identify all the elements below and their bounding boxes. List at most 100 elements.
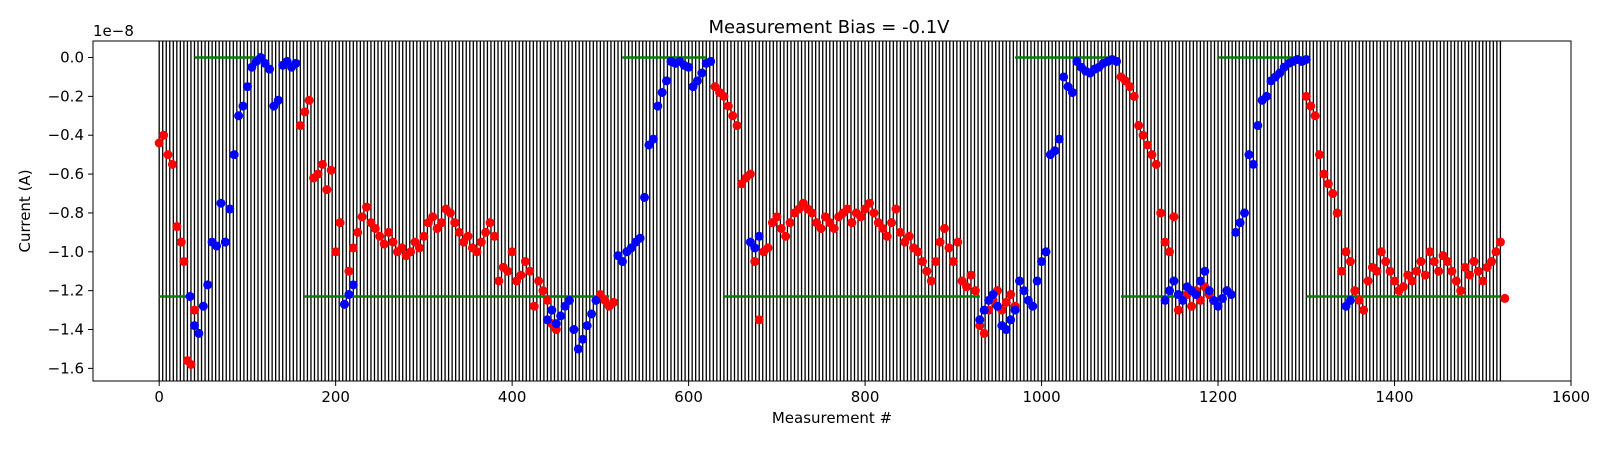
blue-point-118	[1253, 121, 1263, 131]
red-point-97	[816, 223, 826, 233]
red-point-89	[781, 231, 791, 241]
red-point-35	[406, 247, 416, 257]
blue-point-26	[344, 290, 354, 300]
red-point-126	[944, 243, 954, 253]
blue-point-112	[1226, 290, 1236, 300]
red-point-127	[948, 257, 958, 267]
red-point-186	[1398, 282, 1408, 292]
y-tick-label-3: −0.6	[48, 165, 84, 183]
red-point-29	[379, 239, 389, 249]
red-point-146	[1134, 121, 1144, 131]
red-point-172	[1337, 266, 1347, 276]
red-point-72	[609, 297, 619, 307]
red-point-44	[445, 208, 455, 218]
blue-point-96	[1112, 56, 1122, 66]
red-point-117	[904, 231, 914, 241]
blue-point-73	[1010, 305, 1020, 315]
red-point-5	[176, 237, 186, 247]
blue-point-36	[578, 334, 588, 344]
red-point-61	[520, 257, 530, 267]
red-point-120	[917, 257, 927, 267]
y-tick-label-5: −1.0	[48, 243, 84, 261]
red-point-178	[1363, 276, 1373, 286]
blue-point-46	[639, 192, 649, 202]
red-point-75	[719, 91, 729, 101]
blue-point-27	[348, 280, 358, 290]
red-point-63	[529, 301, 539, 311]
blue-point-31	[556, 311, 566, 321]
blue-point-3	[198, 301, 208, 311]
blue-point-113	[1231, 227, 1241, 237]
blue-point-110	[1217, 293, 1227, 303]
red-point-31	[388, 237, 398, 247]
red-point-14	[313, 169, 323, 179]
blue-point-105	[1195, 276, 1205, 286]
red-point-27	[370, 223, 380, 233]
red-point-28	[375, 231, 385, 241]
red-point-37	[414, 243, 424, 253]
y-tick-label-2: −0.4	[48, 126, 84, 144]
red-point-33	[397, 243, 407, 253]
blue-point-97	[1160, 295, 1170, 305]
red-point-64	[534, 276, 544, 286]
red-point-173	[1341, 247, 1351, 257]
red-point-151	[1156, 208, 1166, 218]
blue-point-86	[1067, 87, 1077, 97]
blue-point-35	[573, 344, 583, 354]
blue-point-104	[1191, 290, 1201, 300]
red-point-4	[172, 222, 182, 232]
red-point-48	[463, 231, 473, 241]
red-point-11	[300, 107, 310, 117]
red-point-180	[1372, 266, 1382, 276]
red-point-191	[1420, 270, 1430, 280]
blue-point-20	[273, 95, 283, 105]
red-point-83	[754, 315, 764, 325]
red-point-182	[1381, 257, 1391, 267]
red-point-60	[516, 270, 526, 280]
blue-point-18	[264, 64, 274, 74]
green-segment-group	[159, 56, 1501, 298]
red-point-203	[1473, 266, 1483, 276]
red-point-46	[454, 227, 464, 237]
red-point-149	[1147, 150, 1157, 160]
red-point-152	[1160, 237, 1170, 247]
blue-point-33	[564, 295, 574, 305]
blue-point-131	[1345, 295, 1355, 305]
red-point-128	[953, 237, 963, 247]
blue-point-39	[591, 295, 601, 305]
blue-point-8	[220, 237, 230, 247]
red-point-15	[317, 159, 327, 169]
blue-point-79	[1037, 257, 1047, 267]
red-point-148	[1142, 140, 1152, 150]
blue-point-58	[692, 76, 702, 86]
blue-point-63	[750, 243, 760, 253]
red-point-113	[887, 218, 897, 228]
blue-point-116	[1244, 150, 1254, 160]
red-point-21	[344, 266, 354, 276]
red-point-209	[1500, 293, 1510, 303]
red-point-177	[1359, 305, 1369, 315]
x-axis-label: Measurement #	[772, 409, 892, 427]
red-point-174	[1345, 257, 1355, 267]
blue-point-114	[1235, 218, 1245, 228]
red-point-140	[1006, 290, 1016, 300]
blue-point-64	[754, 231, 764, 241]
blue-point-56	[684, 62, 694, 72]
red-point-130	[962, 282, 972, 292]
y-tick-label-6: −1.2	[48, 282, 84, 300]
x-axis-ticks: 0 200 400 600 800 1000 1200 1400 1600	[154, 381, 1590, 406]
blue-point-99	[1169, 276, 1179, 286]
blue-point-41	[617, 257, 627, 267]
red-point-145	[1129, 91, 1139, 101]
red-point-78	[732, 121, 742, 131]
x-tick-label-3: 600	[674, 388, 703, 406]
y-offset-text: 1e−8	[93, 22, 134, 40]
blue-point-7	[216, 198, 226, 208]
x-tick-label-6: 1200	[1199, 388, 1237, 406]
red-point-181	[1376, 247, 1386, 257]
red-point-188	[1407, 276, 1417, 286]
y-tick-label-4: −0.8	[48, 204, 84, 222]
red-point-82	[750, 257, 760, 267]
red-point-16	[322, 185, 332, 195]
blue-point-4	[203, 280, 213, 290]
